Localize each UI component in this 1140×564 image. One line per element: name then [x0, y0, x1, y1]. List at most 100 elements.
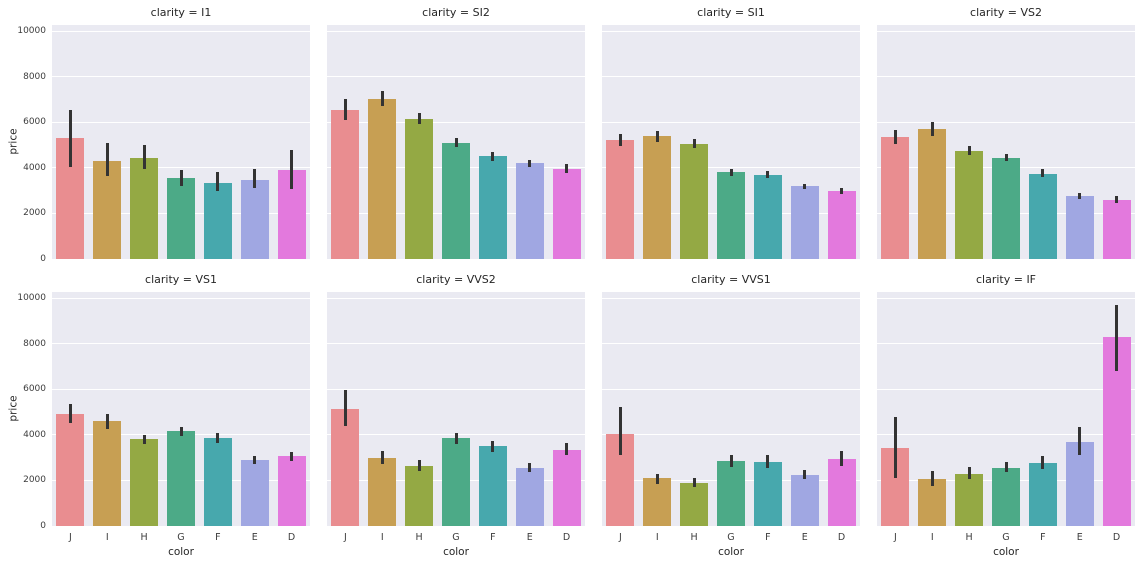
error-bar — [565, 164, 569, 174]
y-tick-label: 6000 — [23, 384, 46, 395]
bar-color-I — [93, 421, 122, 526]
x-tick-label: J — [619, 532, 622, 543]
error-bar — [803, 183, 807, 190]
y-tick-label: 6000 — [23, 117, 46, 128]
error-bar — [454, 432, 458, 444]
y-tick-label: 4000 — [23, 162, 46, 173]
bar-color-D — [827, 190, 856, 259]
error-bar — [253, 168, 257, 189]
error-bar — [930, 122, 934, 136]
bar-color-E — [515, 467, 544, 526]
bar-color-J — [56, 414, 85, 526]
bar-color-D — [1102, 199, 1131, 259]
error-bar — [803, 470, 807, 480]
y-tick-label: 10000 — [17, 293, 46, 303]
bar-color-F — [478, 156, 507, 259]
error-bar — [491, 151, 495, 161]
gridline — [602, 297, 860, 299]
gridline — [602, 76, 860, 78]
error-bar — [565, 442, 569, 456]
error-bar — [343, 390, 347, 426]
facet-title: clarity = VS1 — [145, 273, 217, 286]
bar-color-J — [881, 137, 910, 259]
gridline — [327, 388, 585, 390]
x-tick-label: J — [344, 532, 347, 543]
plot-area — [602, 25, 860, 259]
gridline — [877, 388, 1135, 390]
gridline — [877, 434, 1135, 436]
error-bar — [967, 146, 971, 156]
gridline — [877, 30, 1135, 32]
error-bar — [142, 434, 146, 444]
error-bar — [766, 455, 770, 468]
gridline — [52, 30, 310, 32]
error-bar — [216, 432, 220, 443]
bar-color-E — [240, 180, 269, 259]
gridline — [52, 76, 310, 78]
error-bar — [454, 138, 458, 148]
error-bar — [1115, 304, 1119, 371]
bar-color-D — [552, 449, 581, 526]
y-axis-label: price — [7, 128, 20, 155]
x-tick-label: H — [140, 532, 148, 543]
bar-color-I — [918, 479, 947, 526]
error-bar — [142, 145, 146, 169]
error-bar — [655, 473, 659, 484]
bar-color-E — [790, 186, 819, 259]
bar-color-G — [717, 172, 745, 259]
gridline — [602, 121, 860, 123]
gridline — [602, 343, 860, 345]
bar-color-H — [680, 482, 709, 526]
plot-area — [327, 292, 585, 526]
gridline — [602, 30, 860, 32]
error-bar — [380, 91, 384, 107]
bar-color-I — [93, 160, 122, 259]
error-bar — [967, 466, 971, 480]
error-bar — [491, 440, 495, 452]
error-bar — [1078, 426, 1082, 456]
error-bar — [618, 133, 622, 147]
x-tick-label: E — [251, 532, 258, 543]
error-bar — [655, 131, 659, 142]
gridline — [52, 388, 310, 390]
bar-color-F — [753, 462, 782, 526]
x-tick-label: H — [690, 532, 698, 543]
y-tick-label: 2000 — [23, 208, 46, 219]
error-bar — [840, 450, 844, 466]
y-tick-label: 10000 — [17, 26, 46, 36]
error-bar — [618, 407, 622, 456]
bar-color-H — [680, 143, 709, 259]
error-bar — [766, 171, 770, 179]
gridline — [52, 167, 310, 169]
plot-area — [877, 292, 1135, 526]
facet-title: clarity = SI2 — [422, 6, 490, 19]
error-bar — [1004, 154, 1008, 161]
bar-color-F — [203, 182, 232, 259]
error-bar — [840, 188, 844, 194]
error-bar — [692, 478, 696, 488]
error-bar — [893, 416, 897, 479]
gridline — [327, 343, 585, 345]
bar-color-H — [130, 157, 159, 259]
bar-color-G — [992, 467, 1020, 526]
y-tick-label: 0 — [40, 521, 46, 531]
x-tick-label: H — [965, 532, 973, 543]
y-tick-label: 4000 — [23, 429, 46, 440]
facet-title: clarity = VS2 — [970, 6, 1042, 19]
facet-title: clarity = IF — [975, 273, 1037, 286]
x-tick-label: G — [177, 532, 185, 543]
error-bar — [1115, 196, 1119, 204]
bar-color-G — [167, 431, 195, 526]
x-tick-label: G — [1002, 532, 1010, 543]
x-tick-label: E — [526, 532, 533, 543]
bar-color-D — [277, 456, 306, 526]
facet-title: clarity = VVS2 — [416, 273, 496, 286]
x-tick-label: D — [562, 532, 571, 543]
bar-color-E — [1065, 196, 1094, 259]
x-tick-label: D — [1112, 532, 1121, 543]
gridline — [877, 343, 1135, 345]
error-bar — [105, 142, 109, 176]
error-bar — [1004, 462, 1008, 473]
gridline — [877, 76, 1135, 78]
